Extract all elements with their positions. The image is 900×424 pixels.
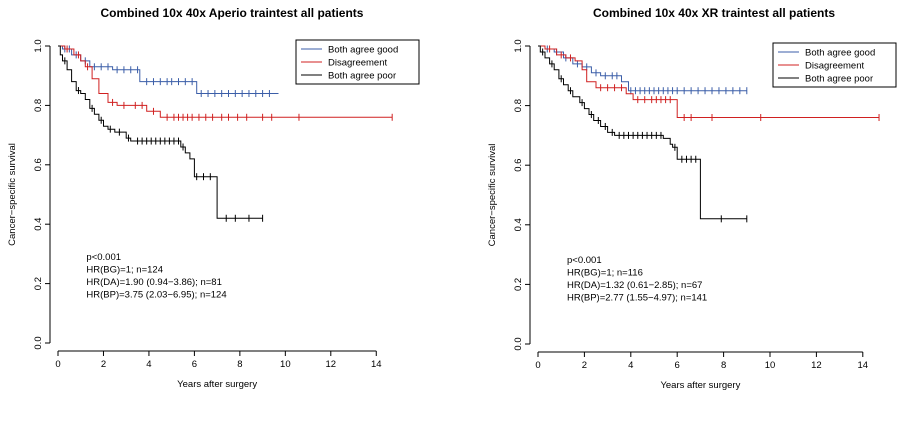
legend-label: Disagreement xyxy=(805,61,864,72)
y-tick-label: 1.0 xyxy=(513,39,524,52)
legend-label: Both agree poor xyxy=(328,71,396,82)
y-tick-label: 0.8 xyxy=(513,99,524,112)
legend-label: Both agree good xyxy=(328,45,398,56)
stats-annotation: HR(BG)=1; n=116 xyxy=(567,268,643,279)
y-tick-label: 0.6 xyxy=(513,159,524,172)
survival-curve-3 xyxy=(58,45,263,219)
x-tick-label: 4 xyxy=(146,359,151,370)
y-tick-label: 0.4 xyxy=(33,218,44,231)
survival-curve-1 xyxy=(58,45,279,94)
x-tick-label: 8 xyxy=(237,359,242,370)
x-axis-label: Years after surgery xyxy=(177,379,257,390)
x-tick-label: 0 xyxy=(55,359,60,370)
x-tick-label: 6 xyxy=(675,360,680,371)
x-tick-label: 2 xyxy=(582,360,587,371)
x-tick-label: 8 xyxy=(721,360,726,371)
km-chart-svg: Combined 10x 40x XR traintest all patien… xyxy=(487,6,897,391)
stats-annotation: p<0.001 xyxy=(567,255,602,266)
chart-title: Combined 10x 40x XR traintest all patien… xyxy=(593,6,835,20)
x-tick-label: 2 xyxy=(101,359,106,370)
stats-annotation: HR(DA)=1.32 (0.61−2.85); n=67 xyxy=(567,280,702,291)
x-tick-label: 14 xyxy=(858,360,869,371)
x-tick-label: 12 xyxy=(326,359,337,370)
y-tick-label: 0.4 xyxy=(513,218,524,231)
y-tick-label: 0.2 xyxy=(33,277,44,290)
survival-curve-3 xyxy=(538,45,747,220)
y-tick-label: 0.8 xyxy=(33,99,44,112)
x-tick-label: 10 xyxy=(280,359,291,370)
x-tick-label: 12 xyxy=(811,360,822,371)
legend: Both agree good Disagreement Both agree po… xyxy=(772,42,897,88)
x-tick-label: 4 xyxy=(628,360,633,371)
legend: Both agree good Disagreement Both agree po… xyxy=(295,39,420,85)
y-tick-label: 0.2 xyxy=(513,278,524,291)
legend-label: Both agree poor xyxy=(805,74,873,85)
x-tick-label: 10 xyxy=(765,360,776,371)
y-axis-label: Cancer−specific survival xyxy=(487,144,498,247)
y-tick-label: 1.0 xyxy=(33,39,44,52)
survival-curve-1 xyxy=(538,45,747,92)
y-tick-label: 0.6 xyxy=(33,158,44,171)
x-tick-label: 6 xyxy=(192,359,197,370)
x-tick-label: 14 xyxy=(371,359,382,370)
stats-annotation: HR(BG)=1; n=124 xyxy=(86,265,163,276)
survival-curve-2 xyxy=(538,45,879,118)
chart-title: Combined 10x 40x Aperio traintest all pa… xyxy=(101,6,364,20)
y-tick-label: 0.0 xyxy=(33,336,44,349)
km-plot-aperio: Combined 10x 40x Aperio traintest all pa… xyxy=(7,6,420,390)
km-chart-svg: Combined 10x 40x Aperio traintest all pa… xyxy=(7,6,420,390)
stats-annotation: HR(BP)=2.77 (1.55−4.97); n=141 xyxy=(567,293,707,304)
x-axis-label: Years after surgery xyxy=(660,380,740,391)
y-axis-label: Cancer−specific survival xyxy=(7,143,18,246)
stats-annotation: HR(BP)=3.75 (2.03−6.95); n=124 xyxy=(86,290,226,301)
km-plot-xr: Combined 10x 40x XR traintest all patien… xyxy=(450,0,900,424)
stats-annotation: p<0.001 xyxy=(86,252,121,263)
stats-annotation: HR(DA)=1.90 (0.94−3.86); n=81 xyxy=(86,277,221,288)
x-tick-label: 0 xyxy=(535,360,540,371)
y-tick-label: 0.0 xyxy=(513,337,524,350)
survival-curve-2 xyxy=(58,45,393,118)
legend-label: Both agree good xyxy=(805,48,875,59)
legend-label: Disagreement xyxy=(328,58,387,69)
